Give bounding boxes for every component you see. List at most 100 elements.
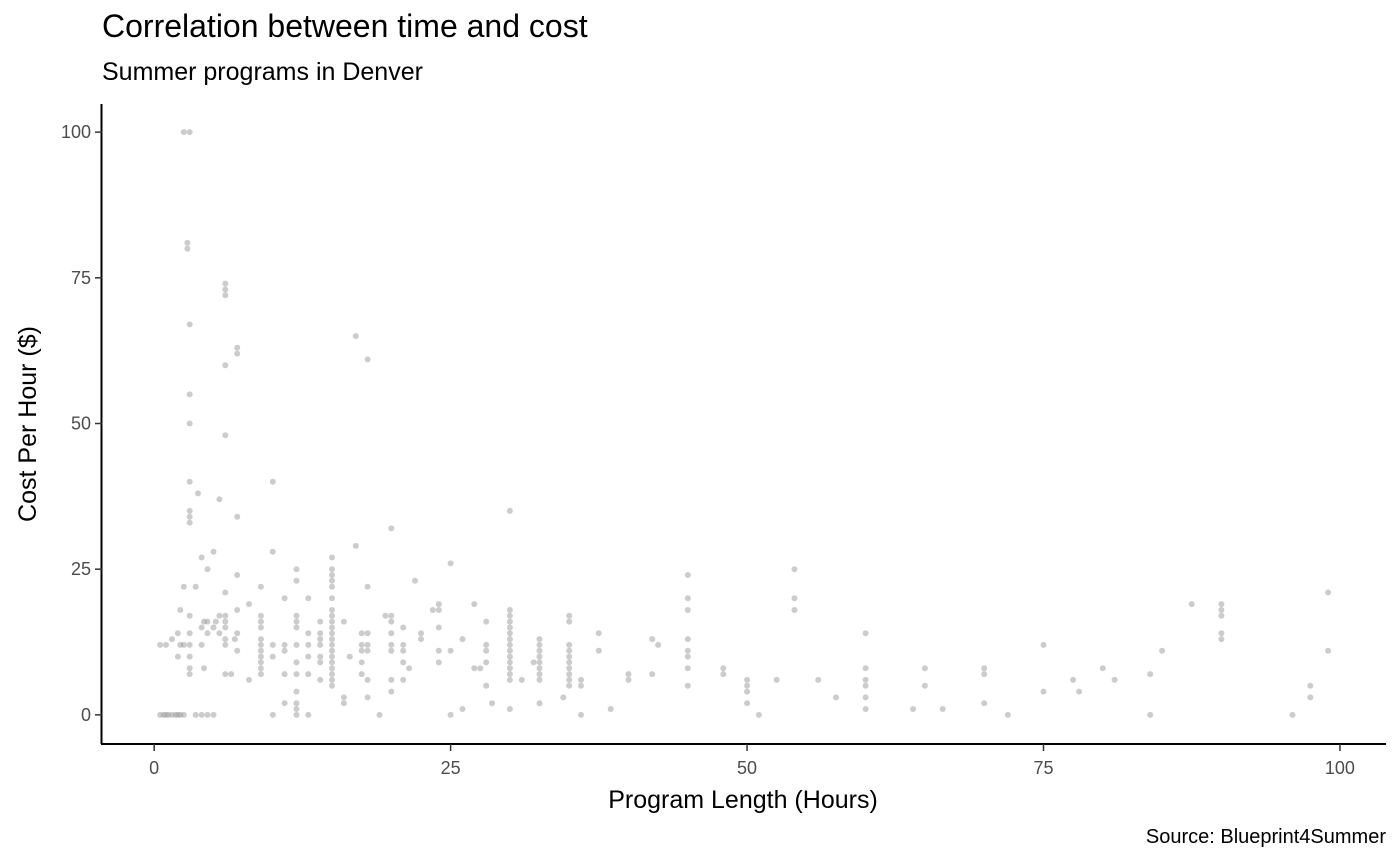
data-point [317, 618, 324, 625]
data-point [364, 583, 371, 590]
data-point [981, 665, 988, 672]
data-point [180, 641, 187, 648]
data-point [406, 665, 413, 672]
data-point [388, 525, 395, 532]
data-point [506, 607, 513, 613]
data-point [1325, 647, 1332, 654]
data-point [228, 671, 235, 678]
data-point [198, 711, 205, 718]
y-axis-ticks: 0 25 50 75 100 [61, 122, 102, 725]
data-point [329, 572, 335, 578]
data-point [815, 676, 822, 683]
data-point [1040, 688, 1047, 695]
data-point [204, 711, 211, 718]
data-point [1218, 612, 1225, 619]
data-point [329, 595, 335, 602]
data-point [204, 618, 211, 625]
data-point [186, 671, 193, 678]
data-point [329, 647, 335, 654]
data-point [281, 671, 288, 678]
x-tick-label: 100 [1325, 758, 1355, 778]
data-point [293, 612, 300, 619]
data-point [257, 659, 264, 666]
data-point [578, 711, 584, 718]
data-point [536, 636, 543, 643]
data-point [340, 700, 347, 707]
data-point [483, 647, 490, 654]
data-point [184, 239, 191, 246]
data-point [400, 647, 407, 654]
data-point [163, 641, 169, 648]
data-point [1159, 647, 1166, 654]
data-point [195, 490, 201, 497]
data-point [459, 706, 466, 712]
y-tick-label: 100 [61, 122, 91, 142]
data-point [257, 641, 264, 648]
data-point [329, 671, 335, 678]
data-point [649, 671, 656, 678]
data-point [471, 665, 478, 672]
data-point [210, 711, 217, 718]
data-point [231, 636, 238, 643]
data-point [281, 700, 288, 707]
data-point [376, 711, 383, 718]
data-point [1188, 601, 1195, 608]
data-point [566, 641, 573, 648]
data-point [566, 647, 573, 654]
data-point [346, 653, 353, 660]
data-point [625, 671, 632, 678]
data-point [186, 519, 193, 526]
data-point [293, 641, 300, 648]
data-point [293, 624, 300, 631]
data-point [364, 630, 371, 637]
data-point [862, 665, 869, 672]
data-point [1147, 711, 1154, 718]
data-point [234, 344, 241, 351]
data-point [536, 700, 543, 707]
data-point [483, 618, 490, 625]
data-point [305, 630, 312, 637]
data-point [180, 711, 187, 718]
data-point [921, 665, 928, 672]
data-point [329, 641, 335, 648]
data-point [234, 630, 241, 637]
data-point [744, 688, 751, 695]
data-point [388, 630, 395, 637]
data-point [192, 583, 199, 590]
data-point [305, 711, 312, 718]
data-point [483, 659, 490, 666]
data-point [281, 641, 288, 648]
data-point [269, 711, 276, 718]
data-point [382, 612, 389, 619]
data-point [174, 653, 181, 660]
data-point [418, 630, 424, 637]
data-point [364, 694, 371, 701]
data-point [506, 665, 513, 672]
data-point [186, 321, 193, 328]
data-point [234, 607, 241, 613]
data-point [1099, 665, 1106, 672]
data-point [269, 478, 276, 485]
data-point [625, 676, 632, 683]
data-point [744, 682, 751, 689]
data-point [364, 647, 371, 654]
data-point [186, 507, 193, 514]
data-point [293, 700, 300, 707]
data-point [400, 641, 407, 648]
data-point [305, 653, 312, 660]
data-point [198, 624, 205, 631]
data-point [186, 653, 193, 660]
data-point [222, 612, 229, 619]
data-point [388, 612, 395, 619]
data-point [862, 694, 869, 701]
data-point [329, 618, 335, 625]
data-point [329, 566, 335, 573]
data-point [358, 659, 365, 666]
data-point [755, 711, 762, 718]
data-point [791, 566, 798, 573]
data-point [186, 612, 193, 619]
data-point [684, 636, 691, 643]
x-tick-label: 75 [1033, 758, 1053, 778]
data-point [234, 572, 241, 578]
data-point [186, 420, 193, 427]
